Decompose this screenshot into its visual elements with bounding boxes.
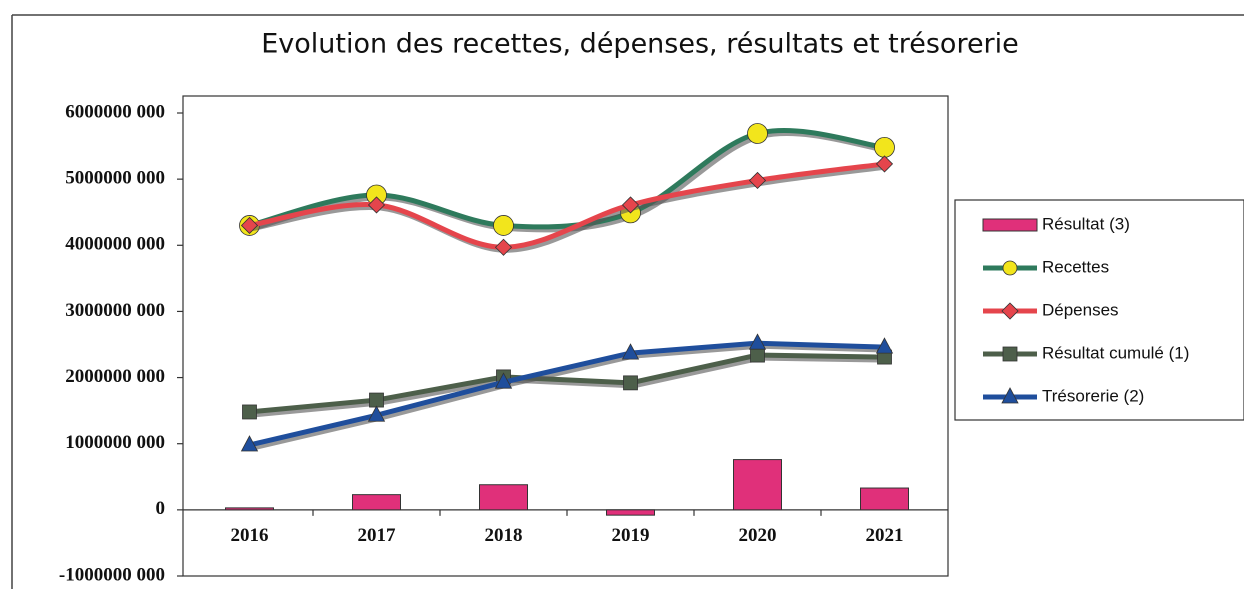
y-tick-label: 0 — [156, 498, 166, 519]
y-tick-label: 5000000 000 — [65, 168, 165, 189]
marker — [747, 123, 768, 144]
line-shadow — [251, 131, 888, 233]
legend-label: Résultat cumulé (1) — [1042, 343, 1189, 362]
y-tick-label: 2000000 000 — [65, 366, 165, 387]
marker — [875, 337, 894, 354]
bar — [733, 459, 782, 511]
marker — [874, 136, 895, 158]
legend-marker — [1001, 302, 1019, 320]
marker — [494, 238, 513, 256]
y-tick-label: -1000000 000 — [59, 564, 165, 585]
x-tick-label: 2021 — [866, 525, 904, 546]
marker — [242, 404, 257, 420]
x-tick-label: 2016 — [231, 525, 269, 546]
marker — [623, 375, 638, 391]
marker — [748, 333, 767, 350]
marker — [748, 171, 767, 190]
x-tick-label: 2018 — [485, 525, 523, 546]
marker — [367, 405, 386, 422]
y-tick-label: 1000000 000 — [65, 432, 165, 453]
bar — [860, 487, 909, 511]
legend-label: Trésorerie (2) — [1042, 386, 1144, 405]
legend-label: Recettes — [1042, 257, 1109, 276]
marker — [240, 216, 259, 235]
legend-label: Résultat (3) — [1042, 214, 1130, 233]
marker — [750, 347, 765, 363]
marker — [493, 215, 514, 236]
marker — [875, 155, 894, 173]
legend-marker — [1002, 346, 1018, 362]
marker — [621, 343, 640, 360]
line-shadow — [252, 164, 888, 253]
line — [248, 340, 885, 448]
marker — [240, 435, 259, 452]
bar — [479, 484, 528, 511]
legend-marker — [1001, 387, 1019, 404]
marker — [369, 392, 384, 408]
marker — [621, 196, 640, 214]
marker — [494, 372, 513, 389]
legend-marker — [1002, 260, 1018, 276]
chart-title: Evolution des recettes, dépenses, résult… — [261, 29, 1019, 60]
line — [249, 161, 885, 250]
line — [249, 352, 885, 415]
y-tick-label: 3000000 000 — [65, 300, 165, 321]
x-tick-label: 2017 — [358, 525, 397, 546]
y-tick-label: 4000000 000 — [65, 234, 165, 255]
plot-frame — [182, 95, 949, 577]
legend-label: Dépenses — [1042, 300, 1119, 319]
bar — [606, 509, 655, 516]
line-shadow — [251, 343, 888, 451]
legend-swatch — [982, 218, 1038, 232]
x-tick-label: 2020 — [739, 525, 777, 546]
y-tick-label: 6000000 000 — [65, 101, 165, 122]
line-shadow — [252, 355, 888, 418]
bar — [225, 507, 274, 511]
bar — [352, 494, 401, 511]
marker — [367, 196, 386, 214]
x-tick-label: 2019 — [612, 525, 650, 546]
